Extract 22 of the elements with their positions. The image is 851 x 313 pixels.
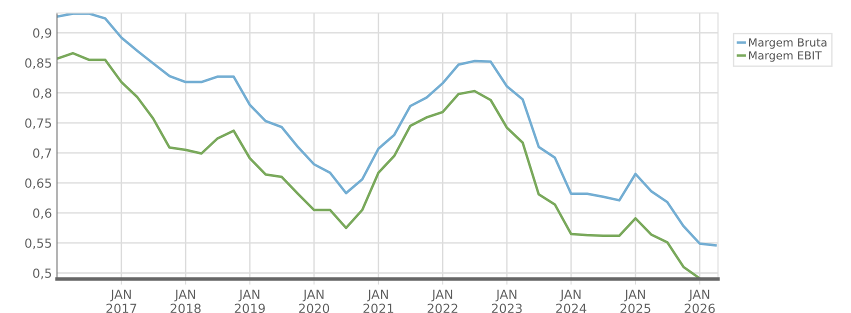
y-tick-label: 0,8 <box>33 88 52 100</box>
y-tick-label: 0,9 <box>33 28 52 40</box>
y-tick-label: 0,6 <box>33 208 52 220</box>
legend-label: Margem Bruta <box>749 38 826 49</box>
x-tick-label: JAN 2020 <box>299 290 330 313</box>
x-tick-label: JAN 2021 <box>363 290 394 313</box>
legend-label: Margem EBIT <box>749 51 822 62</box>
y-tick-label: 0,75 <box>25 118 52 130</box>
y-tick-label: 0,85 <box>25 58 52 70</box>
x-tick-label: JAN 2022 <box>428 290 458 313</box>
x-tick-label: JAN 2023 <box>492 290 522 313</box>
x-tick-label: JAN 2024 <box>556 290 586 313</box>
x-tick-label: JAN 2019 <box>234 290 265 313</box>
x-tick-label: JAN 2017 <box>106 290 136 313</box>
x-tick-label: JAN 2025 <box>620 290 650 313</box>
y-tick-label: 0,55 <box>25 238 52 250</box>
y-tick-label: 0,7 <box>33 148 52 160</box>
y-tick-label: 0,65 <box>25 178 52 190</box>
line-series <box>57 52 701 279</box>
y-tick-label: 0,5 <box>33 268 52 280</box>
x-tick-label: JAN 2026 <box>684 290 715 313</box>
x-tick-label: JAN 2018 <box>170 290 201 313</box>
